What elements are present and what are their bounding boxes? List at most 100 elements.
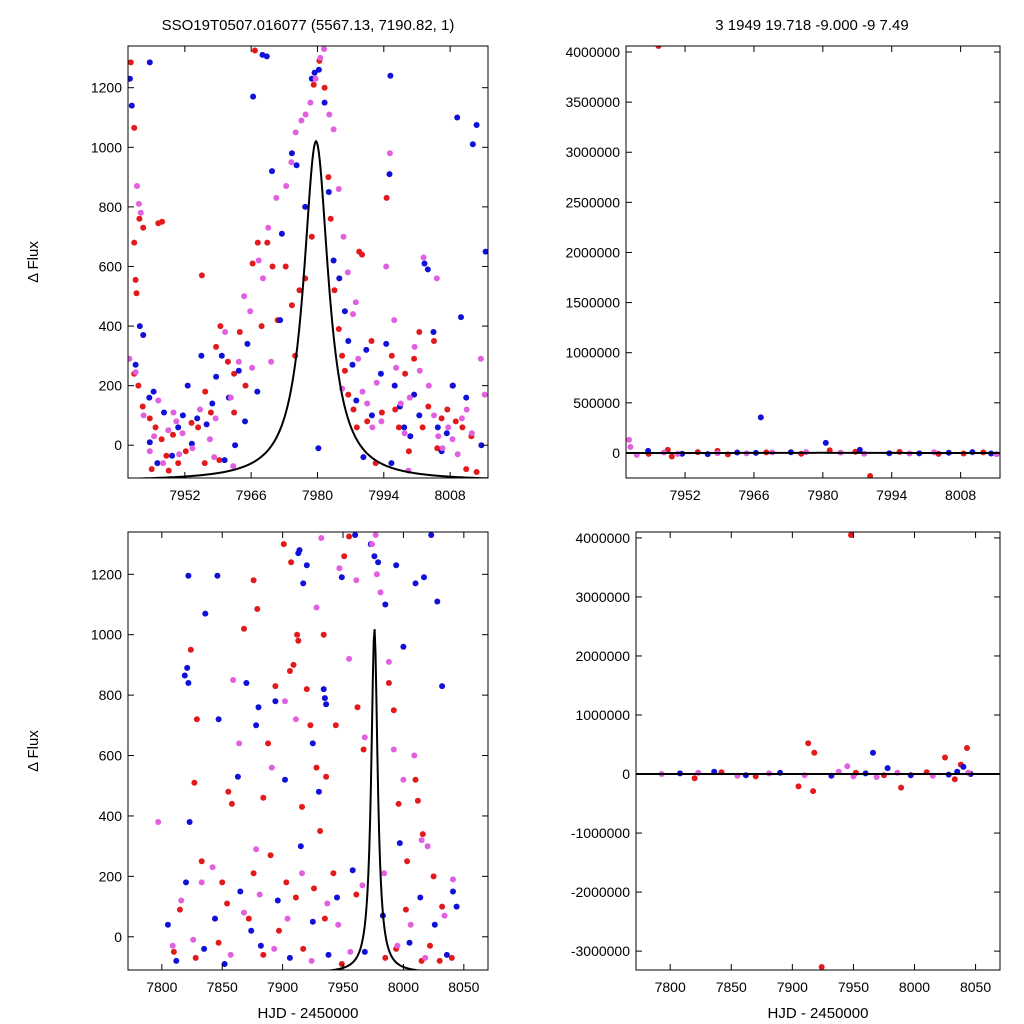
data-point-red [354, 704, 361, 711]
data-point-magenta [178, 897, 185, 904]
data-point-blue [856, 446, 863, 453]
data-point-magenta [283, 183, 290, 189]
data-point-blue [315, 788, 322, 795]
data-point-magenta [249, 364, 256, 371]
data-point-red [251, 47, 258, 54]
data-point-blue [248, 927, 255, 934]
data-point-red [402, 370, 409, 377]
data-point-red [175, 460, 182, 467]
data-point-magenta [209, 864, 216, 871]
data-point-red [434, 445, 441, 452]
data-point-blue [185, 680, 192, 686]
data-point-red [294, 631, 301, 638]
y-tick-label: 3000000 [575, 589, 630, 605]
data-point-magenta [369, 424, 376, 431]
y-tick-label: 3000000 [565, 144, 620, 160]
data-point-magenta [299, 870, 305, 877]
data-point-blue [183, 879, 189, 886]
data-point-blue [309, 740, 316, 747]
data-point-red [307, 722, 314, 729]
data-point-red [228, 800, 235, 807]
data-point-magenta [292, 129, 299, 136]
data-point-red [353, 424, 360, 431]
data-point-blue [282, 776, 288, 783]
data-point-red [224, 900, 231, 907]
data-point-blue [303, 562, 310, 569]
data-point-blue [454, 114, 461, 121]
data-point-red [128, 59, 134, 66]
data-point-magenta [439, 445, 446, 452]
data-point-red [317, 828, 324, 834]
data-point-blue [297, 843, 304, 850]
data-point-blue [482, 248, 488, 255]
data-point-red [331, 287, 338, 294]
data-point-red [231, 370, 238, 377]
x-axis-label: HJD - 2450000 [258, 1005, 359, 1022]
x-tick-label: 7850 [207, 979, 238, 995]
y-tick-label: 800 [99, 199, 123, 215]
x-tick-label: 8000 [899, 979, 930, 995]
data-point-magenta [381, 870, 388, 877]
data-point-blue [453, 903, 460, 910]
data-point-magenta [369, 541, 375, 548]
data-point-magenta [135, 200, 142, 207]
y-tick-label: 1000000 [575, 707, 630, 723]
data-point-red [215, 939, 222, 946]
data-point-magenta [411, 343, 418, 350]
data-point-blue [401, 424, 408, 431]
data-point-red [288, 559, 295, 566]
data-point-red [182, 448, 189, 455]
data-point-red [254, 239, 261, 246]
data-point-blue [213, 373, 220, 380]
data-points [658, 532, 974, 970]
data-point-red [805, 740, 812, 747]
x-tick-label: 7950 [327, 979, 358, 995]
data-point-blue [443, 951, 450, 958]
data-point-red [378, 409, 385, 416]
y-tick-label: 0 [622, 766, 630, 782]
data-point-magenta [355, 355, 362, 362]
data-point-blue [388, 460, 395, 467]
data-point-blue [221, 457, 228, 464]
data-point-red [219, 879, 226, 886]
data-point-red [310, 81, 317, 88]
data-point-blue [263, 53, 270, 60]
x-tick-label: 7994 [876, 487, 907, 503]
data-point-red [419, 831, 426, 838]
x-tick-label: 7950 [838, 979, 869, 995]
data-point-blue [320, 686, 327, 693]
data-point-red [224, 358, 231, 365]
data-point-red [303, 686, 310, 693]
data-point-magenta [282, 698, 288, 705]
data-point-magenta [373, 379, 380, 386]
data-point-red [280, 541, 287, 548]
data-point-red [810, 788, 817, 795]
data-point-blue [434, 598, 441, 605]
data-point-magenta [198, 879, 205, 886]
data-point-blue [338, 574, 345, 581]
data-point-blue [242, 418, 248, 425]
data-point-magenta [390, 746, 397, 753]
y-tick-label: 2500000 [565, 194, 620, 210]
data-point-magenta [317, 54, 324, 61]
data-point-red [795, 783, 802, 790]
data-point-blue [309, 918, 316, 925]
data-point-red [283, 879, 290, 886]
data-point-blue [469, 141, 476, 148]
data-point-red [264, 239, 271, 246]
data-point-red [187, 646, 194, 653]
x-tick-label: 8050 [960, 979, 991, 995]
y-axis-label: Δ Flux [25, 241, 42, 283]
x-tick-label: 7800 [146, 979, 177, 995]
data-point-blue [296, 547, 303, 554]
data-point-red [131, 239, 138, 246]
data-point-magenta [359, 388, 366, 395]
data-point-blue [150, 388, 157, 395]
data-point-magenta [411, 752, 418, 759]
data-point-magenta [481, 391, 488, 398]
plot-frame [635, 531, 1001, 971]
data-point-red [332, 722, 339, 729]
data-point-red [404, 858, 411, 865]
y-tick-label: -2000000 [571, 884, 630, 900]
data-point-blue [161, 409, 167, 416]
